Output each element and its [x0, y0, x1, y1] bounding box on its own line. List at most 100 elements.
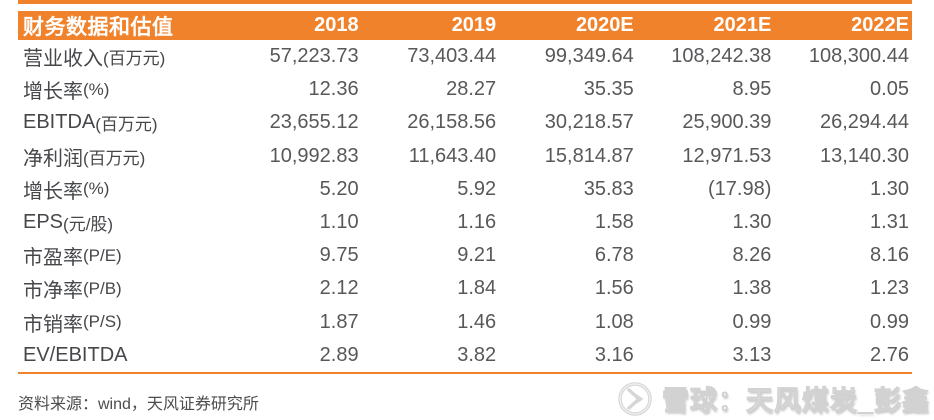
row-label-suffix: (%) — [83, 179, 110, 199]
column-header-2021e: 2021E — [713, 14, 772, 36]
cell-value: 3.82 — [457, 343, 497, 366]
row-label: EBITDA (百万元) — [18, 106, 224, 139]
table-body: 营业收入 (百万元) 57,223.73 73,403.44 99,349.64 108,… — [18, 40, 912, 372]
cell-value: 2.76 — [870, 343, 909, 366]
cell-value: 8.16 — [870, 244, 909, 267]
cell-value: 2.12 — [319, 277, 359, 300]
cell-value: 108,300.44 — [808, 45, 909, 68]
row-label-main: EBITDA — [23, 111, 96, 134]
table-row: 净利润 (百万元) 10,992.83 11,643.40 15,814.87 12,97… — [18, 140, 912, 173]
row-label-main: 市盈率 — [23, 247, 83, 270]
watermark-text: 雪球：天风煤炭_彭鑫 — [661, 386, 931, 417]
row-label-main: 增长率 — [23, 81, 83, 104]
row-label-main: 净利润 — [23, 147, 83, 170]
row-label-suffix: (%) — [83, 79, 110, 99]
row-label-suffix: (百万元) — [95, 115, 158, 135]
cell-value: 3.13 — [732, 343, 772, 366]
row-label-suffix: (百万元) — [83, 148, 146, 168]
cell-value: 12,971.53 — [682, 144, 772, 167]
row-label: 市净率 (P/B) — [18, 272, 224, 305]
cell-value: 99,349.64 — [544, 45, 634, 68]
cell-value: 3.16 — [594, 343, 634, 366]
cell-value: 9.75 — [319, 244, 359, 267]
cell-value: 2.89 — [319, 343, 359, 366]
table-row: EPS (元/股) 1.10 1.16 1.58 1.30 1.31 — [18, 206, 912, 239]
cell-value: 57,223.73 — [269, 45, 359, 68]
financial-table: 财务数据和估值 2018 2019 2020E 2021E 2022E 营业收入… — [18, 11, 912, 372]
row-label: 净利润 (百万元) — [18, 140, 224, 173]
cell-value: 1.10 — [319, 211, 359, 234]
cell-value: 6.78 — [594, 244, 634, 267]
cell-value: 0.99 — [732, 310, 772, 333]
top-accent-rule — [18, 0, 912, 4]
cell-value: 35.35 — [583, 78, 634, 101]
table-title: 财务数据和估值 — [23, 15, 174, 39]
row-label-suffix: (P/S) — [83, 312, 122, 332]
cell-value: 9.21 — [457, 244, 497, 267]
cell-value: 0.99 — [870, 310, 909, 333]
column-header-2020e: 2020E — [575, 14, 634, 36]
table-row: EV/EBITDA 2.89 3.82 3.16 3.13 2.76 — [18, 339, 912, 372]
row-label-main: EV/EBITDA — [23, 343, 128, 366]
table-row: 营业收入 (百万元) 57,223.73 73,403.44 99,349.64 108,… — [18, 40, 912, 73]
cell-value: 1.16 — [457, 211, 497, 234]
cell-value: 30,218.57 — [544, 111, 634, 134]
cell-value: 73,403.44 — [407, 45, 497, 68]
cell-value: 5.20 — [319, 177, 359, 200]
table-header-row: 财务数据和估值 2018 2019 2020E 2021E 2022E — [18, 11, 912, 40]
cell-value: 11,643.40 — [408, 144, 497, 167]
cell-value: 12.36 — [308, 78, 359, 101]
table-row: 增长率 (%) 5.20 5.92 35.83 (17.98) 1.30 — [18, 173, 912, 206]
cell-value: 8.26 — [732, 244, 772, 267]
column-header-2019: 2019 — [451, 14, 497, 36]
bottom-accent-rule — [18, 372, 912, 374]
table-row: 市销率 (P/S) 1.87 1.46 1.08 0.99 0.99 — [18, 306, 912, 339]
column-header-2018: 2018 — [314, 14, 359, 36]
cell-value: 35.83 — [583, 177, 634, 200]
table-row: EBITDA (百万元) 23,655.12 26,158.56 30,218.57 25… — [18, 106, 912, 139]
cell-value: 1.38 — [732, 277, 772, 300]
cell-value: 1.58 — [594, 211, 634, 234]
row-label: EV/EBITDA — [18, 339, 224, 372]
cell-value: 25,900.39 — [682, 111, 772, 134]
row-label: 市盈率 (P/E) — [18, 239, 224, 272]
xueqiu-logo-icon — [618, 381, 652, 416]
cell-value: 8.95 — [732, 78, 772, 101]
row-label-main: EPS — [23, 211, 64, 234]
cell-value: 1.23 — [870, 277, 909, 300]
cell-value: 28.27 — [446, 78, 497, 101]
cell-value: 23,655.12 — [269, 111, 359, 134]
row-label-suffix: (P/E) — [83, 245, 122, 265]
row-label-main: 市净率 — [23, 280, 83, 303]
row-label-suffix: (元/股) — [63, 215, 114, 235]
column-header-2022e: 2022E — [851, 14, 909, 36]
watermark: 雪球：天风煤炭_彭鑫 — [616, 379, 930, 418]
row-label-suffix: (百万元) — [103, 49, 166, 69]
source-note: 资料来源：wind，天风证券研究所 — [18, 396, 259, 413]
cell-value: 26,158.56 — [407, 111, 497, 134]
table-row: 市净率 (P/B) 2.12 1.84 1.56 1.38 1.23 — [18, 272, 912, 305]
cell-value: 108,242.38 — [671, 45, 772, 68]
cell-value: 0.05 — [870, 78, 909, 101]
cell-value: 10,992.83 — [269, 144, 359, 167]
cell-value: 1.30 — [870, 177, 909, 200]
row-label-suffix: (P/B) — [83, 278, 122, 298]
cell-value: 15,814.87 — [544, 144, 634, 167]
row-label: EPS (元/股) — [18, 206, 224, 239]
table-row: 增长率 (%) 12.36 28.27 35.35 8.95 0.05 — [18, 73, 912, 106]
table-row: 市盈率 (P/E) 9.75 9.21 6.78 8.26 8.16 — [18, 239, 912, 272]
cell-value: 1.87 — [319, 310, 359, 333]
cell-value: 1.46 — [457, 310, 497, 333]
cell-value: (17.98) — [708, 177, 772, 200]
row-label: 增长率 (%) — [18, 173, 224, 206]
row-label-main: 市销率 — [23, 313, 83, 336]
row-label-main: 增长率 — [23, 180, 83, 203]
cell-value: 5.92 — [457, 177, 497, 200]
cell-value: 1.56 — [594, 277, 634, 300]
row-label: 增长率 (%) — [18, 73, 224, 106]
cell-value: 13,140.30 — [819, 144, 909, 167]
row-label: 营业收入 (百万元) — [18, 40, 224, 73]
cell-value: 1.84 — [457, 277, 497, 300]
cell-value: 1.08 — [594, 310, 634, 333]
cell-value: 26,294.44 — [819, 111, 909, 134]
